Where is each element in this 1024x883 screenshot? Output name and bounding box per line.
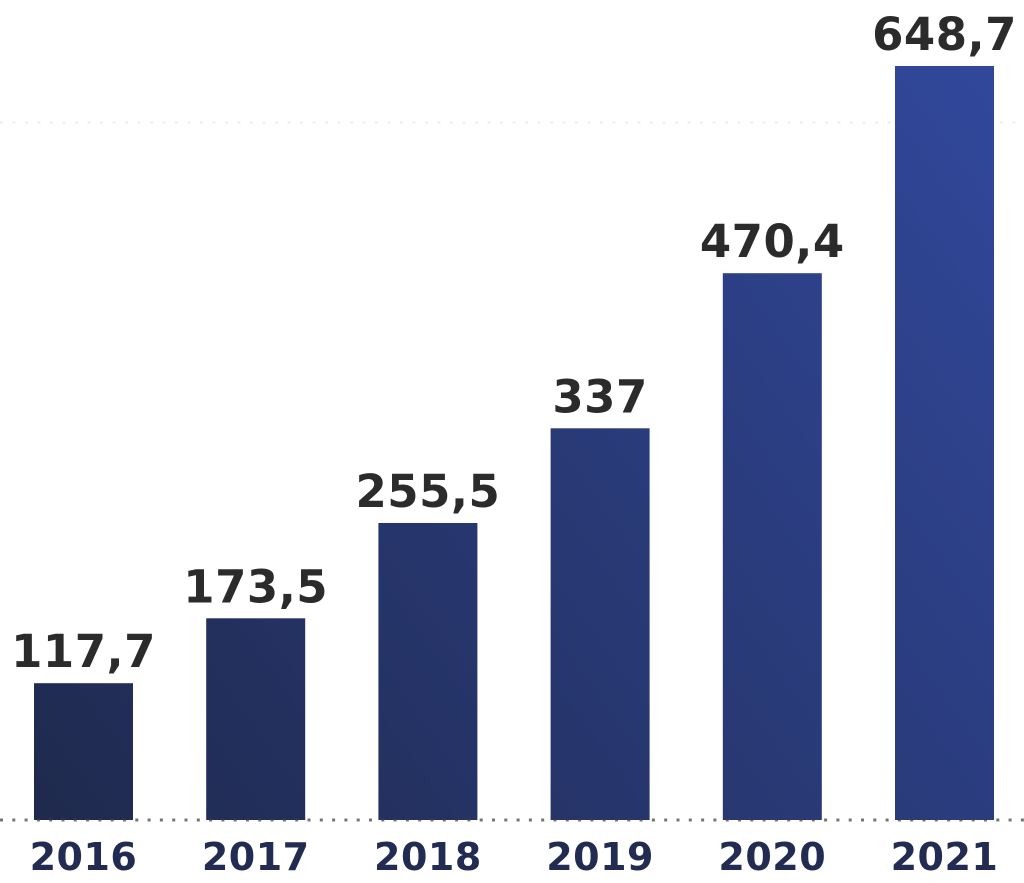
year-label-2018: 2018 (374, 835, 482, 879)
year-label-2020: 2020 (718, 835, 826, 879)
year-label-2019: 2019 (546, 835, 654, 879)
value-label-2018: 255,5 (355, 465, 500, 518)
bar-2017 (206, 618, 306, 820)
year-label-2016: 2016 (30, 835, 138, 879)
bar-2019 (550, 428, 650, 820)
value-labels: 117,7 173,5 255,5 337 470,4 648,7 (11, 8, 1017, 678)
bar-2020 (722, 273, 822, 820)
year-labels: 2016 2017 2018 2019 2020 2021 (30, 835, 999, 879)
value-label-2021: 648,7 (872, 8, 1017, 61)
year-label-2017: 2017 (202, 835, 310, 879)
bar-2018 (378, 523, 478, 820)
value-label-2020: 470,4 (700, 215, 845, 268)
value-label-2017: 173,5 (183, 560, 328, 613)
year-label-2021: 2021 (891, 835, 999, 879)
value-label-2019: 337 (552, 370, 647, 423)
bars (34, 66, 994, 820)
bar-2016 (34, 683, 133, 820)
value-label-2016: 117,7 (11, 625, 156, 678)
bar-2021 (895, 66, 994, 820)
